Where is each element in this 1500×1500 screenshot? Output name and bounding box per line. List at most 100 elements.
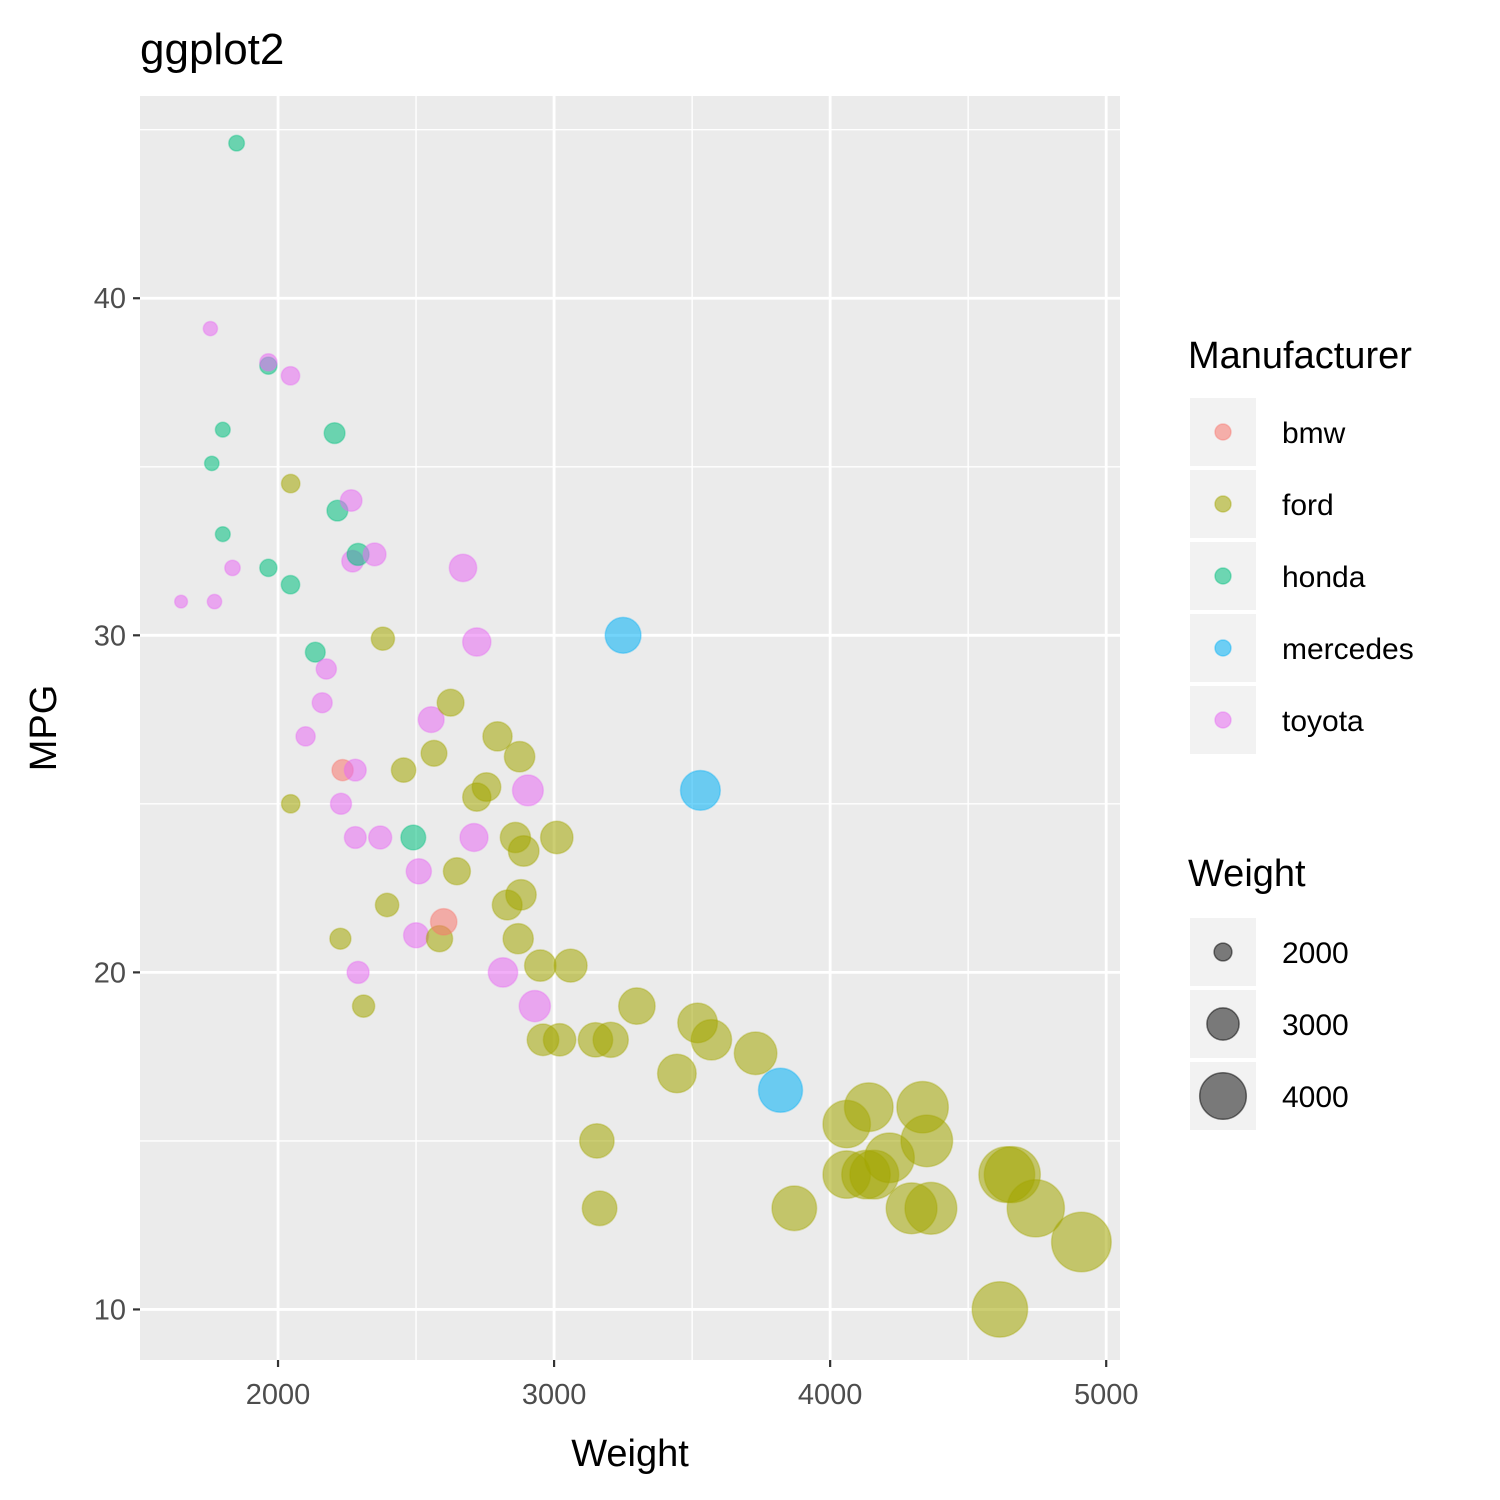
data-point-ford [539,820,574,855]
data-point-honda [280,574,301,595]
color-legend: Manufacturer bmw ford honda mercedes toyota [1188,335,1414,754]
data-point-toyota [343,825,367,850]
data-point-honda [323,421,346,445]
data-point-ford [329,927,352,950]
plot-panel [140,96,1120,1360]
data-point-toyota [259,352,278,372]
data-point-bmw [429,907,458,936]
legend-label-ford: ford [1282,489,1334,522]
size-legend-title: Weight [1188,853,1306,895]
data-point-ford [390,757,417,784]
data-point-toyota [206,593,223,610]
data-point-toyota [448,553,478,583]
legend-label-bmw: bmw [1282,417,1346,450]
data-point-toyota [339,488,363,513]
data-point-ford [471,771,502,803]
data-point-ford [771,1185,818,1232]
data-point-toyota [362,542,387,567]
data-point-toyota [459,822,489,853]
axes: 2000 3000 4000 5000 10 20 30 40 [94,283,1139,1411]
minor-gridlines [140,96,1120,1360]
data-point-ford [733,1031,778,1076]
data-point-ford [502,922,535,955]
data-point-ford [1006,1178,1066,1238]
data-point-toyota [367,825,393,850]
data-point-ford [442,857,472,886]
data-point-ford [420,739,448,767]
data-point-ford [904,1181,958,1235]
legend-label-toyota: toyota [1282,705,1364,738]
data-point-ford [617,987,656,1026]
data-point-ford [1050,1211,1112,1273]
size-legend-swatch [1206,1007,1240,1041]
data-point-toyota [280,365,301,386]
data-point-ford [374,892,400,918]
x-tick-label: 2000 [246,1379,311,1411]
data-point-toyota [405,857,433,885]
data-point-ford [900,1114,954,1168]
data-points [173,134,1112,1338]
x-tick-label: 3000 [522,1379,587,1411]
data-point-honda [304,641,326,663]
color-legend-title: Manufacturer [1188,335,1412,377]
data-point-ford [503,740,536,773]
data-point-honda [203,455,220,472]
data-point-ford [542,1022,577,1057]
y-tick-label: 10 [94,1294,126,1326]
data-point-honda [400,824,427,851]
size-legend-label: 3000 [1282,1009,1349,1042]
data-point-toyota [518,989,552,1023]
data-point-honda [214,421,231,438]
data-point-honda [259,558,278,578]
chart-title: ggplot2 [140,25,284,74]
legend-swatch-toyota [1214,711,1232,729]
data-point-ford [578,1122,615,1159]
data-point-ford [523,949,557,983]
data-point-honda [214,526,231,543]
data-point-toyota [343,758,367,782]
data-point-ford [592,1021,630,1059]
data-point-mercedes [604,616,642,654]
data-point-honda [228,134,246,152]
data-point-ford [843,1082,894,1133]
data-point-ford [581,1190,618,1227]
x-tick-label: 5000 [1074,1379,1139,1411]
data-point-toyota [315,658,338,680]
data-point-toyota [461,627,492,657]
data-point-ford [690,1018,733,1061]
data-point-ford [656,1053,697,1094]
size-legend: Weight 2000 3000 4000 [1188,853,1349,1130]
data-point-ford [351,994,376,1018]
data-point-mercedes [679,769,722,812]
data-point-ford [482,721,513,752]
data-point-ford [280,793,301,814]
data-point-ford [971,1280,1029,1338]
size-legend-swatch [1198,1071,1248,1121]
legend-label-honda: honda [1282,561,1366,594]
data-point-toyota [173,594,189,609]
y-tick-label: 40 [94,283,126,315]
data-point-ford [436,688,465,717]
data-point-ford [553,948,588,983]
data-point-toyota [346,960,370,985]
data-point-toyota [202,320,219,337]
data-point-ford [505,878,537,911]
data-point-mercedes [757,1067,804,1114]
y-tick-label: 20 [94,957,126,989]
legend-swatch-bmw [1214,423,1232,441]
legend-swatch-mercedes [1214,639,1232,657]
data-point-toyota [402,922,430,949]
x-tick-label: 4000 [798,1379,863,1411]
legend-swatch-ford [1214,495,1232,513]
data-point-toyota [487,956,519,988]
y-tick-label: 30 [94,620,126,652]
size-legend-label: 4000 [1282,1081,1349,1114]
size-legend-swatch [1213,942,1233,962]
data-point-toyota [311,691,333,714]
legend-swatch-honda [1214,567,1232,585]
data-point-toyota [329,792,353,816]
data-point-ford [280,473,301,494]
data-point-ford [507,834,540,868]
data-point-toyota [224,559,241,577]
